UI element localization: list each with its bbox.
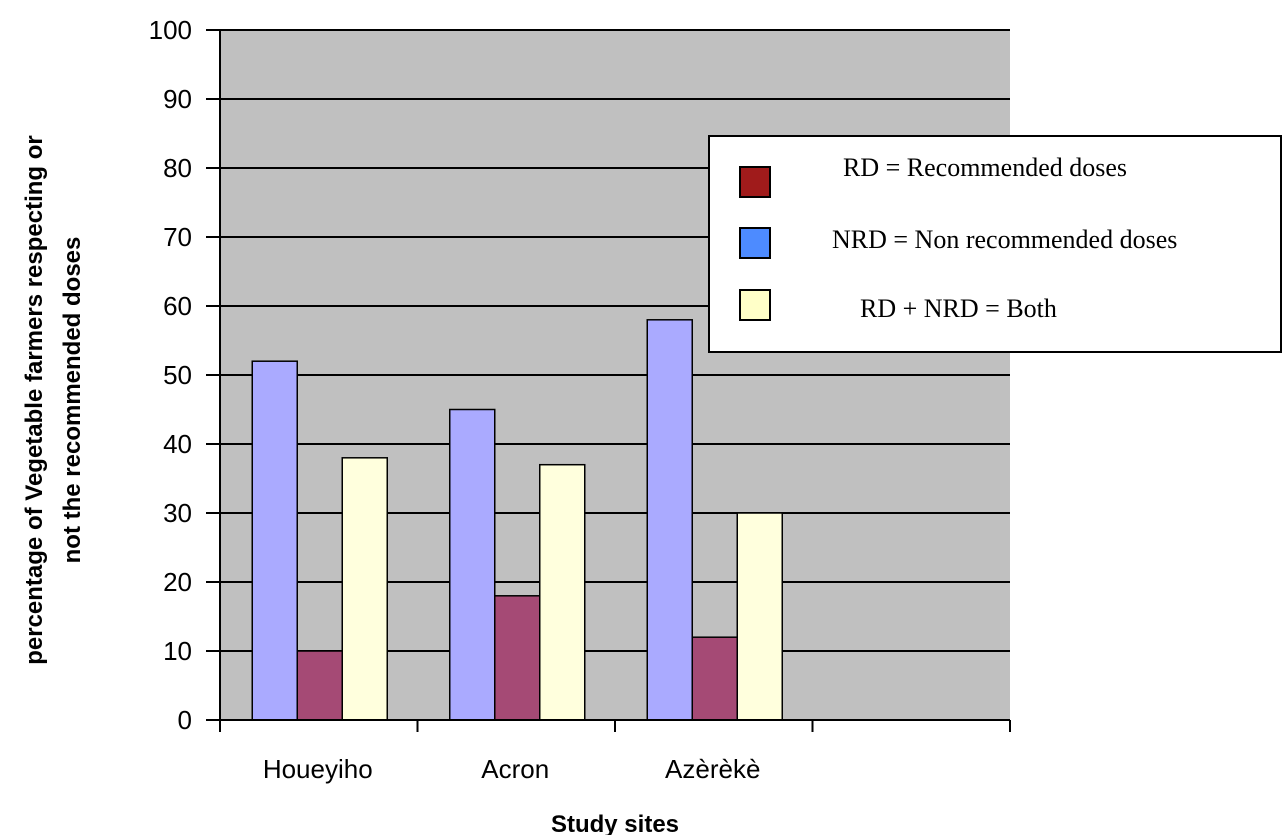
bar-rd-nrd-2 xyxy=(736,512,783,721)
x-tick-label: Houeyiho xyxy=(263,754,373,784)
y-tick-label: 30 xyxy=(163,498,192,528)
y-tick-label: 80 xyxy=(163,153,192,183)
y-tick-labels: 0 10 20 30 40 50 60 70 80 90 100 xyxy=(149,15,192,735)
y-axis-title-line2: not the recommended doses xyxy=(59,237,86,564)
x-axis-title: Study sites xyxy=(551,811,679,835)
x-tick-labels: Houeyiho Acron Azèrèkè xyxy=(263,754,761,784)
y-tick-label: 60 xyxy=(163,291,192,321)
y-tick-label: 70 xyxy=(163,222,192,252)
legend-label-rd: RD = Recommended doses xyxy=(843,153,1127,182)
y-tick-label: 40 xyxy=(163,429,192,459)
y-axis-title: percentage of Vegetable farmers respecti… xyxy=(21,135,86,665)
legend-label-both: RD + NRD = Both xyxy=(860,294,1057,323)
y-tick-label: 90 xyxy=(163,84,192,114)
axes xyxy=(206,29,1011,732)
y-tick-label: 10 xyxy=(163,636,192,666)
y-tick-label: 0 xyxy=(178,705,192,735)
bar-nrd-1 xyxy=(449,408,496,721)
bars xyxy=(251,319,783,721)
y-tick-label: 100 xyxy=(149,15,192,45)
legend-swatch-both xyxy=(739,289,771,321)
y-tick-label: 50 xyxy=(163,360,192,390)
legend-label-nrd: NRD = Non recommended doses xyxy=(832,225,1177,254)
legend: RD = Recommended doses NRD = Non recomme… xyxy=(708,135,1282,353)
bar-nrd-0 xyxy=(251,360,298,721)
bar-rd-1 xyxy=(494,595,541,721)
bar-rd-nrd-0 xyxy=(341,457,388,721)
bar-nrd-2 xyxy=(646,319,693,721)
bar-rd-0 xyxy=(296,650,343,721)
x-tick-label: Acron xyxy=(481,754,549,784)
legend-swatch-rd xyxy=(739,166,771,198)
bar-rd-nrd-1 xyxy=(539,463,586,721)
legend-swatch-nrd xyxy=(739,227,771,259)
y-axis-title-line1: percentage of Vegetable farmers respecti… xyxy=(21,135,48,665)
x-tick-label: Azèrèkè xyxy=(665,754,760,784)
y-tick-label: 20 xyxy=(163,567,192,597)
legend-box xyxy=(708,135,1282,353)
bar-rd-2 xyxy=(691,636,738,721)
